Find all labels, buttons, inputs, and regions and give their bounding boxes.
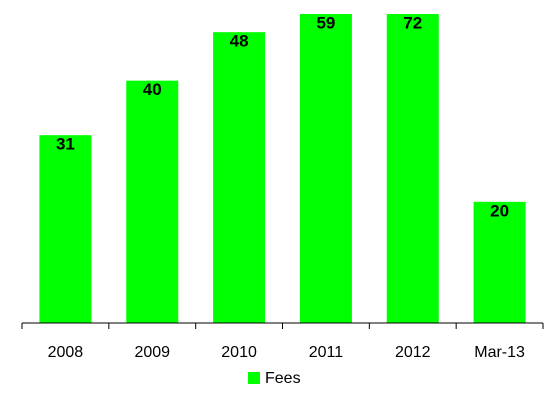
bar [213,32,266,323]
data-label: 59 [316,13,335,32]
data-label: 48 [230,32,249,51]
plot-area [39,14,526,323]
bar [126,80,179,323]
x-tick-label: 2011 [309,344,344,361]
x-tick-label: Mar-13 [474,344,525,361]
x-tick-label: 2009 [134,344,170,361]
x-tick-label: 2008 [48,344,84,361]
bar [299,14,352,323]
data-label: 72 [403,13,422,32]
x-tick-label: 2012 [395,344,431,361]
data-label: 20 [490,201,509,220]
bar [386,14,439,323]
legend-swatch [248,372,260,384]
data-label: 31 [56,135,75,154]
bar [473,201,526,323]
x-tick-label: 2010 [221,344,257,361]
bar [39,135,92,323]
legend-label: Fees [265,370,301,387]
data-label: 40 [143,80,162,99]
